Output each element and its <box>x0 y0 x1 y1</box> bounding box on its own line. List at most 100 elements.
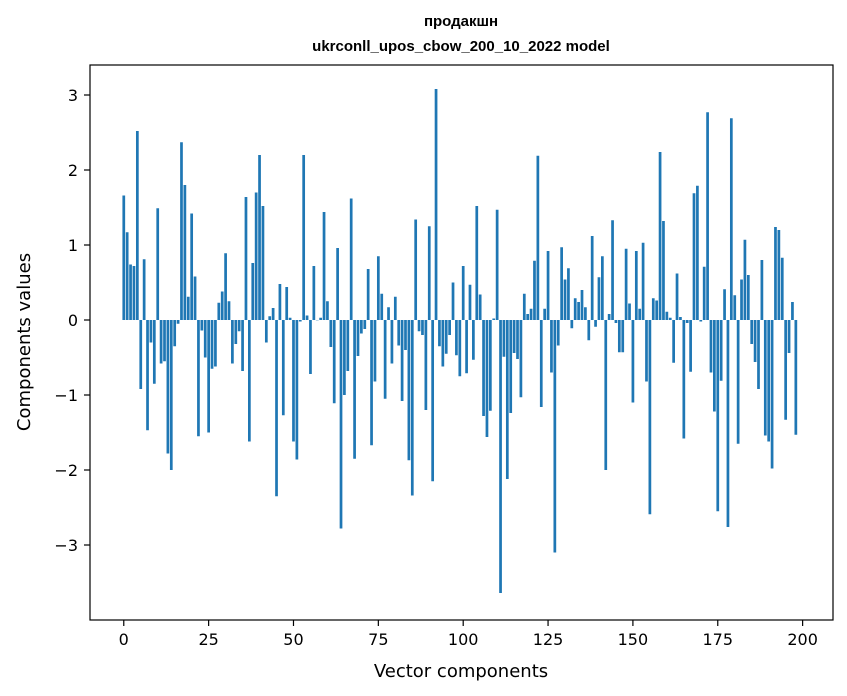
bar <box>244 197 248 320</box>
bar <box>135 131 139 320</box>
bar <box>791 302 794 320</box>
y-axis-label: Components values <box>14 253 35 431</box>
bar <box>393 296 397 320</box>
bar <box>186 296 190 320</box>
bar <box>264 320 268 343</box>
plot-frame <box>89 64 834 621</box>
bar <box>624 248 628 320</box>
x-tick-label: 0 <box>119 630 129 649</box>
bar <box>614 320 618 323</box>
bar <box>288 317 292 320</box>
bar <box>784 320 788 420</box>
x-tick-label: 150 <box>618 630 649 649</box>
bar <box>780 257 784 320</box>
bar <box>322 212 326 320</box>
bars-group <box>122 89 798 593</box>
bar <box>152 320 156 384</box>
bar <box>370 320 373 446</box>
bar <box>458 320 462 377</box>
bar <box>166 320 170 454</box>
bar <box>455 320 458 356</box>
bar <box>461 266 465 320</box>
bar <box>736 320 740 444</box>
bar <box>587 320 591 341</box>
bar <box>146 320 149 431</box>
bar <box>716 320 720 512</box>
bar <box>407 320 411 461</box>
y-tick-label: −1 <box>54 386 78 405</box>
bar <box>292 320 295 442</box>
bar <box>326 301 329 320</box>
bar <box>258 155 261 320</box>
bar <box>536 155 540 320</box>
bar <box>733 295 737 320</box>
bar <box>451 282 455 320</box>
y-tick-label: 1 <box>68 236 78 255</box>
bar <box>580 290 584 320</box>
bar <box>125 232 129 320</box>
bar <box>241 320 244 371</box>
bar <box>356 320 360 356</box>
bar <box>421 320 424 335</box>
bar <box>376 256 380 320</box>
bar <box>658 152 662 320</box>
bar <box>621 320 625 353</box>
bar <box>628 303 631 320</box>
bar <box>231 320 234 364</box>
bar <box>539 320 543 407</box>
bar <box>180 142 183 320</box>
bar <box>502 320 506 357</box>
bar <box>679 317 682 320</box>
bar <box>366 269 370 320</box>
bar <box>713 320 716 412</box>
bar <box>472 320 475 360</box>
x-tick-label: 125 <box>533 630 564 649</box>
bar <box>207 320 210 433</box>
bar <box>651 298 655 320</box>
bar <box>159 320 163 364</box>
y-tick-label: 3 <box>68 86 78 105</box>
bar <box>214 320 217 367</box>
bar <box>726 320 730 527</box>
bar <box>251 263 255 320</box>
bar <box>597 277 601 320</box>
bar <box>305 315 309 320</box>
y-tick-label: −3 <box>54 536 78 555</box>
bar <box>129 264 132 320</box>
bar <box>478 294 482 320</box>
bar <box>200 320 204 331</box>
bar <box>699 320 703 322</box>
bar <box>794 320 798 435</box>
bar <box>210 320 214 369</box>
bar <box>641 242 645 320</box>
bar <box>488 320 492 411</box>
bar <box>217 302 221 320</box>
bar <box>672 320 675 363</box>
bar <box>404 320 407 350</box>
bar <box>173 320 177 347</box>
bar <box>604 320 608 470</box>
bar <box>434 89 438 320</box>
bar <box>668 317 672 320</box>
bar <box>611 220 614 320</box>
bar <box>339 320 343 529</box>
x-tick-label: 75 <box>368 630 388 649</box>
bar <box>302 155 306 320</box>
bar <box>281 320 285 416</box>
bar <box>648 320 652 515</box>
bar <box>556 320 560 346</box>
bar <box>234 320 238 344</box>
bar <box>760 260 764 320</box>
bar <box>417 320 421 332</box>
bar <box>237 320 241 332</box>
bar <box>505 320 509 479</box>
bar <box>617 320 621 353</box>
bar <box>332 320 336 404</box>
bar <box>702 266 706 320</box>
bar <box>224 253 227 320</box>
bar <box>516 320 519 359</box>
bar <box>149 320 153 343</box>
bar <box>750 320 754 344</box>
x-axis-ticks: 0 25 50 75 100 125 150 175 200 <box>119 620 818 649</box>
